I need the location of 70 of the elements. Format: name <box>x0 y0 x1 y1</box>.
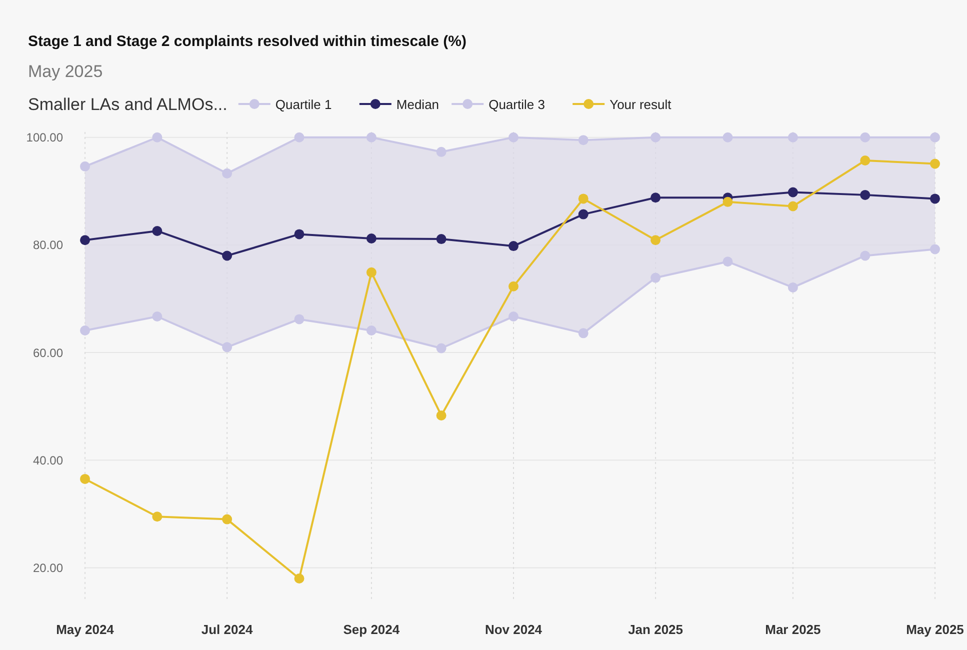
point <box>222 168 232 178</box>
point <box>366 132 376 142</box>
point <box>366 267 376 278</box>
point <box>152 226 162 236</box>
point <box>80 235 90 246</box>
point <box>152 132 162 142</box>
point <box>222 514 232 524</box>
x-tick-label: Nov 2024 <box>484 622 543 637</box>
point <box>152 512 162 522</box>
point <box>366 234 376 244</box>
y-tick-label: 80.00 <box>32 238 64 252</box>
point <box>860 156 870 166</box>
point <box>578 209 588 220</box>
point <box>578 328 588 338</box>
point <box>930 244 940 254</box>
point <box>860 132 870 142</box>
point <box>80 325 90 336</box>
point <box>508 312 518 322</box>
point <box>436 410 446 420</box>
point <box>860 190 870 200</box>
point <box>294 314 304 324</box>
x-tick-label: May 2025 <box>906 622 964 637</box>
point <box>578 194 588 204</box>
point <box>650 235 661 246</box>
point <box>930 158 940 169</box>
point <box>578 135 588 146</box>
point <box>860 250 870 261</box>
point <box>80 474 90 484</box>
point <box>294 132 304 142</box>
point <box>436 146 446 157</box>
x-tick-label: Mar 2025 <box>765 622 821 637</box>
legend-label: Median <box>396 97 440 112</box>
point <box>650 272 661 283</box>
legend-label: Quartile 1 <box>275 97 332 112</box>
chart-title: Stage 1 and Stage 2 complaints resolved within timescale (%) <box>28 33 466 50</box>
point <box>294 229 304 240</box>
point <box>788 201 798 212</box>
point <box>436 343 446 354</box>
point <box>722 196 733 207</box>
point <box>152 312 162 322</box>
point <box>788 187 798 198</box>
chart-subtitle: May 2025 <box>28 62 103 81</box>
point <box>508 132 518 142</box>
legend-title: Smaller LAs and ALMOs... <box>28 95 228 114</box>
point <box>436 234 446 244</box>
point <box>294 573 304 584</box>
point <box>650 132 661 142</box>
point <box>80 161 90 172</box>
point <box>722 132 733 142</box>
legend-label: Quartile 3 <box>488 97 545 112</box>
y-tick-label: 60.00 <box>32 346 64 360</box>
point <box>788 282 798 292</box>
point <box>930 132 940 142</box>
point <box>222 250 232 261</box>
y-tick-label: 100.00 <box>26 130 64 145</box>
point <box>722 256 733 267</box>
point <box>508 281 518 292</box>
x-tick-label: Jan 2025 <box>628 622 684 637</box>
point <box>930 194 940 204</box>
x-tick-label: May 2024 <box>56 622 115 637</box>
y-tick-label: 20.00 <box>32 560 64 575</box>
point <box>366 325 376 336</box>
point <box>508 241 518 252</box>
point <box>222 342 232 352</box>
point <box>650 192 661 203</box>
legend-label: Your result <box>610 97 672 112</box>
point <box>788 132 798 142</box>
y-tick-label: 40.00 <box>32 453 64 468</box>
x-tick-label: Sep 2024 <box>343 622 400 637</box>
x-tick-label: Jul 2024 <box>201 622 254 637</box>
